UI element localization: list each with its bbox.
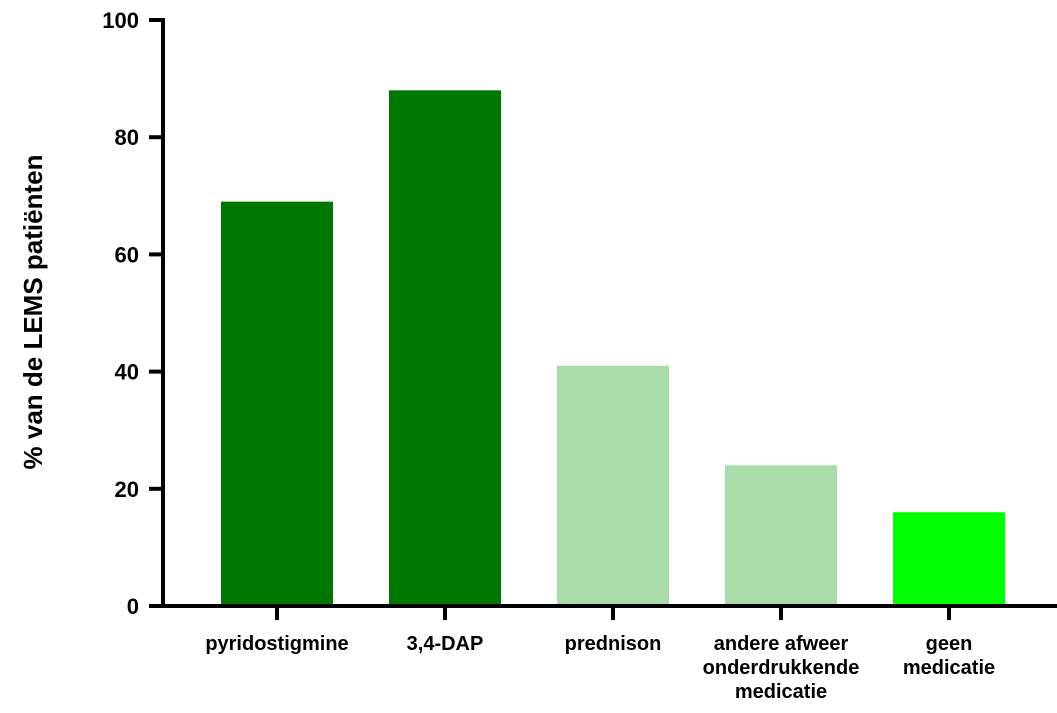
x-tick-label-4: geen medicatie [903, 633, 995, 679]
y-axis-title: % van de LEMS patiënten [18, 155, 48, 470]
x-tick-label-2: prednison [565, 633, 662, 655]
x-tick-label-0: pyridostigmine [205, 633, 348, 655]
y-tick-label-3: 60 [115, 242, 139, 267]
bar-3 [725, 465, 837, 606]
y-axis: 0 20 40 60 80 100 [102, 8, 165, 619]
bars [221, 90, 1005, 606]
x-tick-label-1: 3,4-DAP [407, 633, 484, 655]
bar-1 [389, 90, 501, 606]
y-tick-label-2: 40 [115, 360, 139, 385]
bar-2 [557, 365, 669, 606]
bar-0 [221, 201, 333, 606]
x-axis: pyridostigmine 3,4-DAP prednison andere afw… [161, 604, 1057, 703]
x-tick-label-3: andere afweer onderdrukkende medicatie [703, 633, 860, 703]
bar-4 [893, 512, 1005, 606]
y-tick-label-5: 100 [102, 8, 139, 33]
y-tick-label-0: 0 [127, 594, 139, 619]
y-tick-label-4: 80 [115, 125, 139, 150]
y-tick-label-1: 20 [115, 477, 139, 502]
